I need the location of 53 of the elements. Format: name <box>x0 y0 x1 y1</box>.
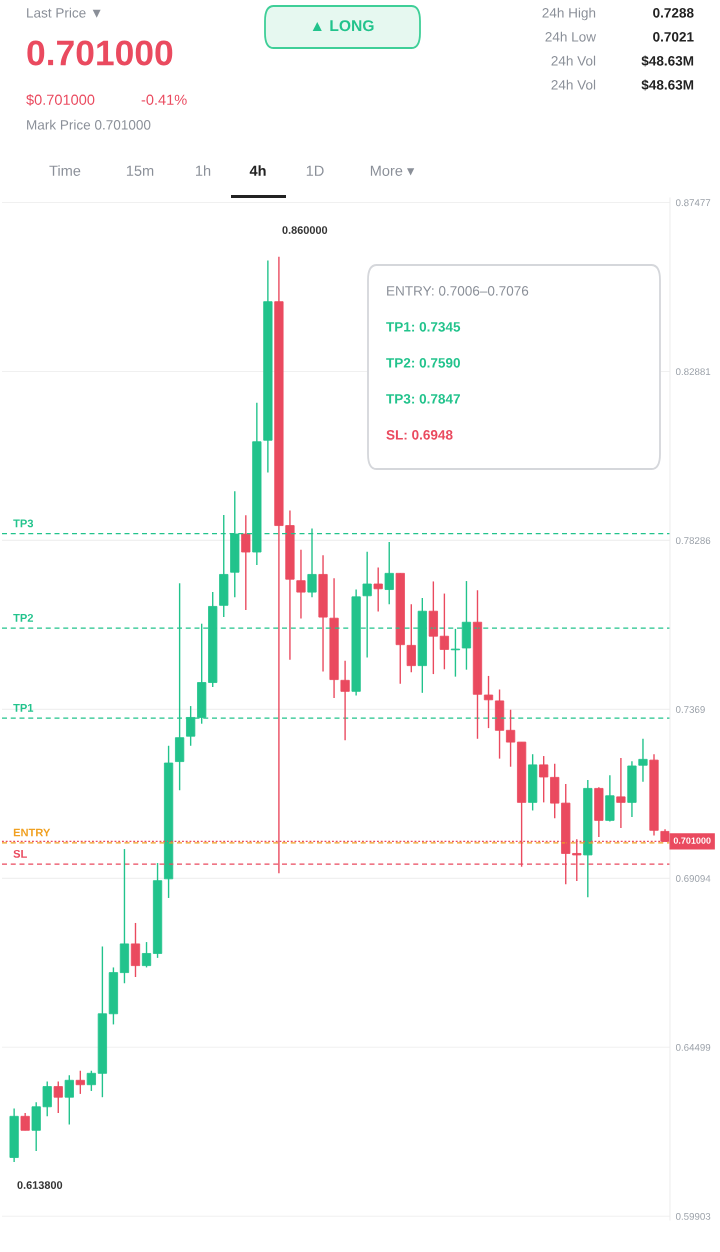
candlestick <box>20 1112 30 1131</box>
annotation: 0.860000 <box>282 226 328 234</box>
text: -0.41% <box>141 94 187 105</box>
y-tick-label: 0.82881 <box>675 368 711 376</box>
text: 24h Vol <box>551 79 596 90</box>
text: 15m <box>126 165 154 176</box>
candlestick <box>616 757 626 829</box>
y-tick-label: 0.87477 <box>675 199 711 207</box>
candlestick <box>373 566 383 613</box>
candlestick <box>450 628 461 678</box>
text: Last Price ▼ <box>27 7 101 18</box>
text: 24h High <box>542 7 596 21</box>
candlestick <box>75 1070 85 1095</box>
text: 24h Vol <box>551 55 596 66</box>
text: Time <box>49 165 81 176</box>
text: $0.701000 <box>26 93 95 106</box>
text: More ▾ <box>370 165 415 176</box>
candlestick <box>395 572 405 685</box>
annotation: 0.613800 <box>17 1181 63 1189</box>
ref-line-label: TP2 <box>13 613 34 622</box>
annotation: TP3: 0.7847 <box>386 394 460 404</box>
candlestick <box>53 1080 63 1114</box>
y-tick-label: 0.69094 <box>675 875 711 882</box>
candlestick <box>384 541 394 605</box>
text: 24h Low <box>545 31 597 42</box>
annotation: TP2: 0.7590 <box>386 358 460 368</box>
annotation: SL: 0.6948 <box>386 430 453 440</box>
annotation: ENTRY: 0.7006–0.7076 <box>387 286 529 296</box>
candlestick <box>505 709 516 768</box>
annotation: TP1: 0.7345 <box>386 322 461 332</box>
ref-line-label: SL <box>13 849 27 858</box>
text: 0.701000 <box>27 40 173 66</box>
candlestick <box>64 1074 74 1126</box>
text: $48.63M <box>641 55 694 67</box>
text: 1D <box>306 165 324 176</box>
ref-line-label: TP1 <box>13 704 34 712</box>
text: Mark Price 0.701000 <box>27 119 151 130</box>
y-tick-label: 0.78286 <box>675 537 711 545</box>
text: 0.7021 <box>653 32 694 42</box>
ref-line-label: TP3 <box>13 519 34 528</box>
text: 4h <box>249 165 266 176</box>
y-tick-label: 0.7369 <box>675 706 705 713</box>
text: 1h <box>196 165 211 176</box>
y-tick-label: 0.64499 <box>675 1043 711 1051</box>
text: ▲ LONG <box>312 20 374 32</box>
text: $48.63M <box>641 79 694 91</box>
text: 0.7288 <box>653 8 694 18</box>
ref-line-label: 0.701000 <box>673 837 711 844</box>
candlestick <box>406 603 416 673</box>
ref-line-label: ENTRY <box>13 828 51 837</box>
y-tick-label: 0.59903 <box>675 1212 711 1220</box>
candlestick <box>296 549 306 620</box>
candlestick <box>483 675 494 729</box>
